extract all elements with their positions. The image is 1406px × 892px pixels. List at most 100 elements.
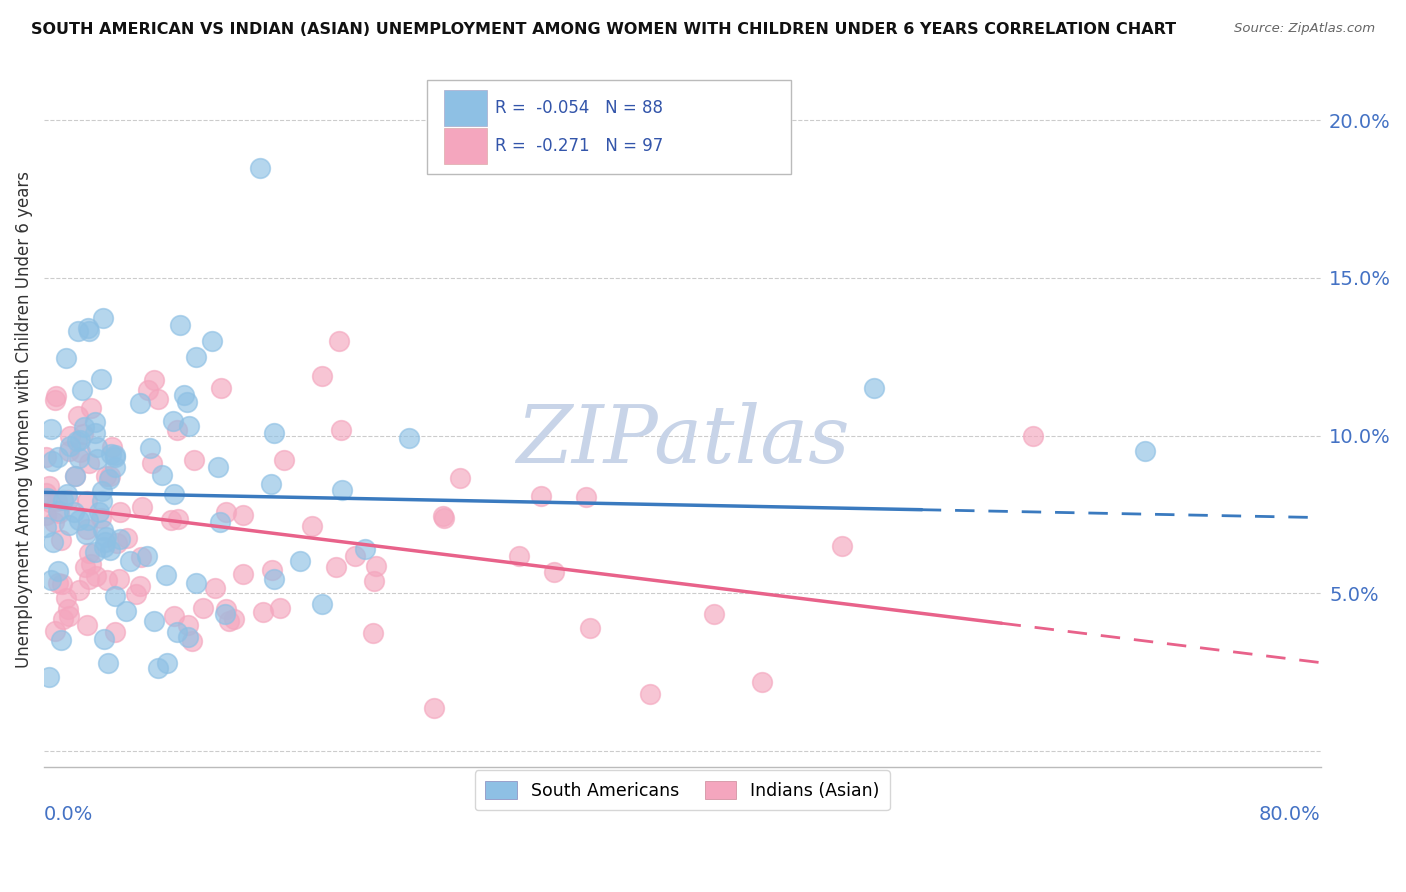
South Americans (173, 388, 195, 402)
South Americans (162, 414, 184, 428)
South Americans (89, 505, 111, 519)
Indians (Asian) (328, 334, 350, 348)
Indians (Asian) (90, 511, 112, 525)
South Americans (290, 554, 312, 568)
South Americans (249, 161, 271, 175)
South Americans (84, 426, 107, 441)
Indians (Asian) (38, 495, 60, 509)
South Americans (70, 383, 93, 397)
Indians (Asian) (232, 508, 254, 522)
South Americans (97, 472, 120, 486)
Indians (Asian) (52, 612, 75, 626)
Indians (Asian) (35, 508, 58, 522)
South Americans (73, 420, 96, 434)
South Americans (84, 545, 107, 559)
South Americans (186, 576, 208, 591)
South Americans (69, 433, 91, 447)
South Americans (58, 518, 80, 533)
South Americans (56, 487, 79, 501)
South Americans (42, 534, 65, 549)
Indians (Asian) (129, 579, 152, 593)
South Americans (166, 624, 188, 639)
Indians (Asian) (273, 453, 295, 467)
Indians (Asian) (361, 626, 384, 640)
Indians (Asian) (191, 600, 214, 615)
South Americans (76, 513, 98, 527)
Indians (Asian) (104, 625, 127, 640)
Indians (Asian) (59, 428, 82, 442)
South Americans (46, 504, 69, 518)
South Americans (201, 334, 224, 348)
Indians (Asian) (831, 539, 853, 553)
Indians (Asian) (640, 687, 662, 701)
Indians (Asian) (578, 621, 600, 635)
South Americans (46, 564, 69, 578)
South Americans (129, 396, 152, 410)
South Americans (84, 415, 107, 429)
Indians (Asian) (432, 508, 454, 523)
Text: SOUTH AMERICAN VS INDIAN (ASIAN) UNEMPLOYMENT AMONG WOMEN WITH CHILDREN UNDER 6 : SOUTH AMERICAN VS INDIAN (ASIAN) UNEMPLO… (31, 22, 1175, 37)
Indians (Asian) (38, 478, 60, 492)
Y-axis label: Unemployment Among Women with Children Under 6 years: Unemployment Among Women with Children U… (15, 171, 32, 668)
Indians (Asian) (55, 591, 77, 606)
South Americans (120, 554, 142, 568)
Indians (Asian) (575, 490, 598, 504)
Indians (Asian) (325, 560, 347, 574)
Indians (Asian) (423, 701, 446, 715)
Indians (Asian) (433, 511, 456, 525)
South Americans (104, 448, 127, 462)
Indians (Asian) (252, 605, 274, 619)
Indians (Asian) (56, 492, 79, 507)
South Americans (63, 468, 86, 483)
South Americans (90, 372, 112, 386)
South Americans (69, 450, 91, 465)
Indians (Asian) (77, 456, 100, 470)
Text: Source: ZipAtlas.com: Source: ZipAtlas.com (1234, 22, 1375, 36)
Indians (Asian) (45, 389, 67, 403)
South Americans (209, 515, 232, 529)
Indians (Asian) (67, 582, 90, 597)
South Americans (110, 532, 132, 546)
South Americans (139, 442, 162, 456)
Indians (Asian) (751, 674, 773, 689)
Indians (Asian) (51, 577, 73, 591)
Indians (Asian) (125, 587, 148, 601)
South Americans (1133, 444, 1156, 458)
Indians (Asian) (209, 381, 232, 395)
Indians (Asian) (107, 573, 129, 587)
South Americans (398, 431, 420, 445)
Text: R =  -0.054   N = 88: R = -0.054 N = 88 (495, 99, 662, 118)
South Americans (52, 492, 75, 507)
FancyBboxPatch shape (444, 90, 486, 127)
Indians (Asian) (96, 573, 118, 587)
South Americans (59, 439, 82, 453)
FancyBboxPatch shape (427, 80, 792, 174)
South Americans (114, 604, 136, 618)
South Americans (177, 630, 200, 644)
South Americans (90, 484, 112, 499)
Indians (Asian) (44, 393, 66, 408)
South Americans (100, 542, 122, 557)
South Americans (143, 614, 166, 628)
Indians (Asian) (167, 512, 190, 526)
Indians (Asian) (77, 572, 100, 586)
Indians (Asian) (58, 609, 80, 624)
South Americans (39, 422, 62, 436)
South Americans (39, 573, 62, 587)
South Americans (93, 541, 115, 555)
Text: 80.0%: 80.0% (1258, 805, 1320, 824)
Indians (Asian) (703, 607, 725, 621)
Indians (Asian) (100, 469, 122, 483)
South Americans (86, 440, 108, 454)
South Americans (91, 524, 114, 538)
South Americans (90, 493, 112, 508)
Indians (Asian) (1022, 428, 1045, 442)
Indians (Asian) (141, 456, 163, 470)
South Americans (104, 459, 127, 474)
South Americans (67, 324, 90, 338)
Indians (Asian) (44, 624, 66, 639)
Indians (Asian) (48, 507, 70, 521)
South Americans (93, 632, 115, 646)
Indians (Asian) (143, 373, 166, 387)
South Americans (51, 632, 73, 647)
